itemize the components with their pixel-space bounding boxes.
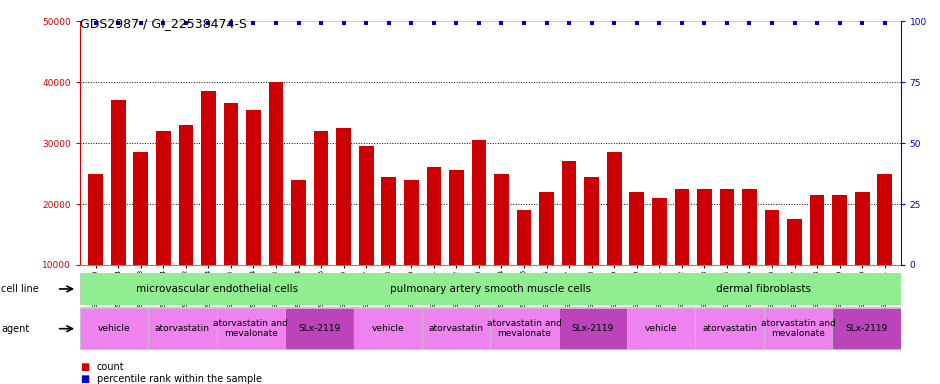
Text: atorvastatin: atorvastatin bbox=[429, 324, 483, 333]
Bar bbox=[286, 309, 352, 349]
Bar bbox=[628, 309, 695, 349]
Bar bbox=[133, 152, 149, 326]
Text: dermal fibroblasts: dermal fibroblasts bbox=[716, 284, 811, 294]
Text: agent: agent bbox=[1, 324, 29, 334]
Bar bbox=[854, 192, 870, 326]
Bar bbox=[787, 219, 802, 326]
Bar bbox=[877, 174, 892, 326]
Bar bbox=[149, 309, 216, 349]
Bar bbox=[359, 146, 373, 326]
Bar bbox=[423, 309, 490, 349]
Bar bbox=[111, 100, 126, 326]
Text: vehicle: vehicle bbox=[98, 324, 131, 333]
Bar bbox=[472, 140, 486, 326]
Bar bbox=[562, 161, 576, 326]
Bar bbox=[585, 177, 599, 326]
Text: ■: ■ bbox=[80, 362, 89, 372]
Bar bbox=[224, 103, 238, 326]
Bar bbox=[81, 309, 148, 349]
Bar bbox=[179, 125, 194, 326]
Bar bbox=[607, 152, 621, 326]
Text: percentile rank within the sample: percentile rank within the sample bbox=[97, 374, 262, 384]
Text: atorvastatin and
mevalonate: atorvastatin and mevalonate bbox=[760, 319, 836, 338]
Bar bbox=[354, 274, 626, 304]
Text: microvascular endothelial cells: microvascular endothelial cells bbox=[135, 284, 298, 294]
Bar bbox=[764, 309, 831, 349]
Text: cell line: cell line bbox=[1, 284, 39, 294]
Bar bbox=[314, 131, 328, 326]
Bar bbox=[517, 210, 531, 326]
Text: SLx-2119: SLx-2119 bbox=[845, 324, 887, 333]
Bar bbox=[540, 192, 554, 326]
Text: vehicle: vehicle bbox=[645, 324, 678, 333]
Text: atorvastatin: atorvastatin bbox=[702, 324, 757, 333]
Bar bbox=[697, 189, 712, 326]
Text: SLx-2119: SLx-2119 bbox=[298, 324, 340, 333]
Bar bbox=[720, 189, 734, 326]
Bar bbox=[246, 109, 260, 326]
Bar bbox=[630, 192, 644, 326]
Bar bbox=[427, 167, 441, 326]
Bar bbox=[382, 177, 396, 326]
Bar bbox=[628, 274, 900, 304]
Bar bbox=[494, 174, 509, 326]
Text: count: count bbox=[97, 362, 124, 372]
Bar bbox=[652, 198, 666, 326]
Bar bbox=[81, 274, 352, 304]
Text: atorvastatin and
mevalonate: atorvastatin and mevalonate bbox=[487, 319, 562, 338]
Bar bbox=[291, 180, 306, 326]
Bar bbox=[559, 309, 626, 349]
Text: ■: ■ bbox=[80, 374, 89, 384]
Bar bbox=[201, 91, 216, 326]
Bar bbox=[449, 170, 463, 326]
Bar bbox=[675, 189, 689, 326]
Bar bbox=[833, 309, 900, 349]
Bar bbox=[88, 174, 103, 326]
Text: GDS2987 / GI_22538474-S: GDS2987 / GI_22538474-S bbox=[80, 17, 247, 30]
Text: atorvastatin: atorvastatin bbox=[155, 324, 210, 333]
Bar bbox=[764, 210, 779, 326]
Bar bbox=[809, 195, 824, 326]
Bar bbox=[354, 309, 421, 349]
Bar bbox=[337, 128, 351, 326]
Bar bbox=[832, 195, 847, 326]
Bar bbox=[404, 180, 418, 326]
Text: atorvastatin and
mevalonate: atorvastatin and mevalonate bbox=[213, 319, 289, 338]
Text: pulmonary artery smooth muscle cells: pulmonary artery smooth muscle cells bbox=[390, 284, 590, 294]
Text: SLx-2119: SLx-2119 bbox=[572, 324, 614, 333]
Bar bbox=[156, 131, 171, 326]
Bar bbox=[217, 309, 284, 349]
Bar bbox=[697, 309, 763, 349]
Bar bbox=[491, 309, 557, 349]
Text: vehicle: vehicle bbox=[371, 324, 404, 333]
Bar bbox=[269, 82, 283, 326]
Bar bbox=[743, 189, 757, 326]
